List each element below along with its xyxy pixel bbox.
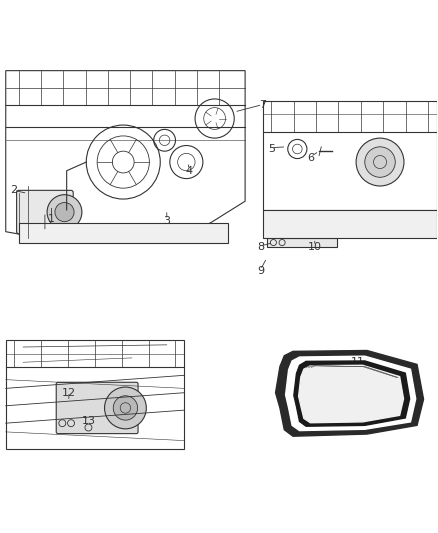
- Circle shape: [365, 147, 395, 177]
- Text: 1: 1: [48, 214, 55, 224]
- Text: 2: 2: [10, 185, 17, 195]
- Text: 11: 11: [351, 357, 365, 367]
- Circle shape: [55, 203, 74, 222]
- Polygon shape: [286, 356, 416, 431]
- FancyBboxPatch shape: [17, 190, 73, 234]
- Text: 8: 8: [257, 242, 264, 252]
- Polygon shape: [276, 351, 424, 436]
- Circle shape: [113, 396, 138, 420]
- Polygon shape: [299, 365, 403, 423]
- Text: 13: 13: [81, 416, 95, 426]
- Text: 10: 10: [308, 242, 322, 252]
- Polygon shape: [262, 210, 437, 238]
- Text: 3: 3: [163, 216, 170, 226]
- Polygon shape: [294, 361, 410, 426]
- Circle shape: [105, 387, 146, 429]
- Text: 4: 4: [185, 166, 192, 176]
- Text: 9: 9: [257, 266, 264, 276]
- Text: 7: 7: [259, 100, 266, 110]
- Text: 12: 12: [62, 387, 76, 398]
- Circle shape: [356, 138, 404, 186]
- Polygon shape: [267, 238, 336, 247]
- Circle shape: [47, 195, 82, 230]
- FancyBboxPatch shape: [56, 382, 138, 434]
- Text: 6: 6: [307, 152, 314, 163]
- Polygon shape: [19, 223, 228, 243]
- Text: 5: 5: [268, 144, 275, 154]
